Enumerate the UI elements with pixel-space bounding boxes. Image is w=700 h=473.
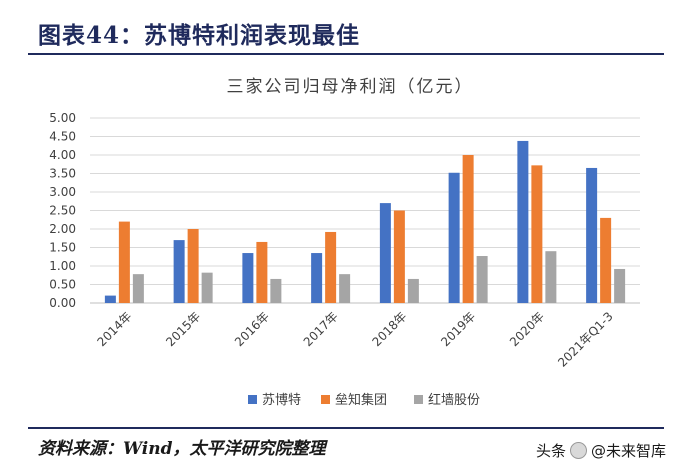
watermark: 头条 @未来智库 bbox=[536, 440, 666, 461]
bar bbox=[270, 278, 282, 303]
x-tick-label: 2021年Q1-3 bbox=[555, 309, 616, 370]
y-tick-label: 0.50 bbox=[49, 278, 76, 292]
y-tick-label: 3.50 bbox=[49, 167, 76, 181]
y-tick-label: 0.00 bbox=[49, 296, 76, 310]
bar bbox=[104, 295, 116, 303]
watermark-handle: @未来智库 bbox=[591, 442, 667, 460]
bar bbox=[379, 203, 391, 303]
legend-label: 苏博特 bbox=[262, 392, 301, 408]
bar bbox=[462, 155, 474, 303]
gridlines bbox=[90, 117, 640, 304]
x-tick-label: 2016年 bbox=[232, 309, 272, 349]
x-tick-label: 2017年 bbox=[301, 309, 341, 349]
legend-swatch bbox=[414, 395, 423, 404]
footer-divider bbox=[28, 427, 664, 429]
wechat-icon bbox=[570, 442, 588, 459]
figure-title: 图表44：苏博特利润表现最佳 bbox=[38, 22, 361, 49]
legend-label: 垒知集团 bbox=[335, 392, 387, 408]
bar bbox=[448, 172, 460, 303]
watermark-prefix: 头条 bbox=[536, 442, 567, 460]
bar bbox=[476, 256, 488, 303]
bar bbox=[256, 241, 268, 303]
bars bbox=[104, 140, 626, 303]
y-tick-label: 2.00 bbox=[49, 222, 76, 236]
bar bbox=[132, 274, 144, 303]
bar bbox=[325, 231, 337, 303]
bar bbox=[242, 253, 254, 303]
bar bbox=[393, 210, 405, 303]
y-tick-label: 4.00 bbox=[49, 148, 76, 162]
legend-swatch bbox=[321, 395, 330, 404]
bar bbox=[173, 240, 185, 303]
x-tick-label: 2020年 bbox=[507, 309, 547, 349]
legend-label: 红墙股份 bbox=[428, 392, 480, 408]
bar bbox=[407, 278, 419, 303]
legend: 苏博特 垒知集团 红墙股份 bbox=[248, 392, 480, 408]
y-tick-label: 1.00 bbox=[49, 259, 76, 273]
y-axis-ticks: 0.00 0.50 1.00 1.50 2.00 2.50 3.00 3.50 4.00 4.50… bbox=[49, 111, 76, 310]
y-tick-label: 4.50 bbox=[49, 130, 76, 144]
y-tick-label: 2.50 bbox=[49, 204, 76, 218]
x-tick-label: 2014年 bbox=[95, 309, 135, 349]
bar bbox=[187, 229, 199, 303]
bar bbox=[614, 268, 626, 303]
bar bbox=[586, 167, 598, 303]
bar bbox=[517, 140, 529, 303]
header-divider bbox=[28, 53, 664, 55]
bar bbox=[600, 217, 612, 303]
figure-header: 图表44：苏博特利润表现最佳 bbox=[0, 0, 700, 58]
y-tick-label: 3.00 bbox=[49, 185, 76, 199]
bar bbox=[339, 274, 351, 303]
bar bbox=[545, 251, 557, 303]
bar bbox=[118, 221, 130, 303]
bar bbox=[531, 165, 543, 303]
bar bbox=[311, 253, 323, 303]
source-note: 资料来源：Wind，太平洋研究院整理 bbox=[38, 439, 326, 459]
bar bbox=[201, 272, 213, 303]
x-tick-label: 2015年 bbox=[163, 309, 203, 349]
bar-chart: 三家公司归母净利润（亿元） 0.00 0.50 1.00 1.50 2.00 2.50 3.… bbox=[49, 77, 640, 408]
chart-title: 三家公司归母净利润（亿元） bbox=[227, 77, 474, 97]
x-tick-label: 2019年 bbox=[438, 309, 478, 349]
x-tick-label: 2018年 bbox=[370, 309, 410, 349]
y-tick-label: 5.00 bbox=[49, 111, 76, 125]
legend-swatch bbox=[248, 395, 257, 404]
x-axis-ticks: 2014年 2015年 2016年 2017年 2018年 2019年 2020年 2021年… bbox=[95, 309, 616, 370]
y-tick-label: 1.50 bbox=[49, 241, 76, 255]
